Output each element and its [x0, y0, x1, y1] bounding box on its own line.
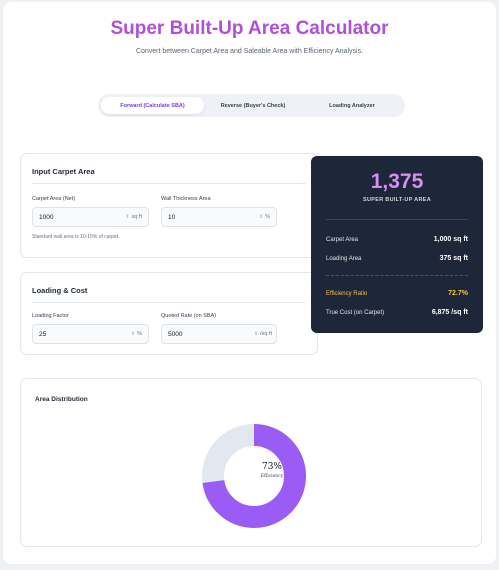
result-panel: 1,375 SUPER BUILT-UP AREA Carpet Area 1,… [311, 156, 483, 333]
calculator-page: Super Built-Up Area Calculator Convert b… [3, 2, 496, 564]
loading-factor-input[interactable]: 25 ⇕ % [32, 324, 149, 344]
page-title: Super Built-Up Area Calculator [110, 18, 389, 39]
carpet-area-input[interactable]: 1000 ⇕ sq ft [32, 207, 149, 227]
donut-center: 73% Efficiency [220, 462, 324, 479]
carpet-area-value: 1000 [39, 213, 54, 221]
row-key: Carpet Area [326, 236, 359, 243]
distribution-title: Area Distribution [35, 396, 88, 403]
tab-loading-analyzer[interactable]: Loading Analyzer [329, 102, 375, 109]
page-subtitle: Convert between Carpet Area and Saleable… [135, 48, 364, 55]
efficiency-row: Efficiency Ratio 72.7% [326, 290, 468, 297]
loading-area-row: Loading Area 375 sq ft [326, 255, 468, 262]
dashed-divider [326, 275, 468, 276]
quoted-rate-value: 5000 [168, 330, 183, 338]
donut-label: Efficiency [260, 474, 284, 479]
donut-percent: 73% [261, 462, 282, 472]
quoted-rate-unit: /sq ft [260, 331, 272, 337]
row-key: Efficiency Ratio [326, 290, 368, 297]
carpet-area-unit: sq ft [131, 214, 142, 220]
stepper-icon[interactable]: ⇕ [253, 331, 259, 337]
tab-reverse[interactable]: Reverse (Buyer's Check) [220, 102, 286, 109]
wall-thickness-value: 10 [168, 213, 176, 221]
quoted-rate-input[interactable]: 5000 ⇕ /sq ft [161, 324, 277, 344]
loading-factor-unit: % [137, 331, 142, 337]
row-key: True Cost (on Carpet) [326, 309, 385, 316]
donut-efficiency-arc [202, 424, 306, 528]
carpet-area-card: Input Carpet Area Carpet Area (Net) 1000… [20, 153, 318, 258]
mode-tabs: Forward (Calculate SBA) Reverse (Buyer's… [98, 94, 405, 117]
row-key: Loading Area [326, 255, 362, 262]
sba-label: SUPER BUILT-UP AREA [363, 197, 431, 203]
true-cost-row: True Cost (on Carpet) 6,875 /sq ft [326, 309, 468, 316]
wall-area-hint: Standard wall area is 10-15% of carpet. [32, 234, 120, 240]
loading-factor-value: 25 [39, 330, 47, 338]
carpet-card-title: Input Carpet Area [32, 167, 95, 176]
stepper-icon[interactable]: ⇕ [258, 214, 264, 220]
row-value: 72.7% [448, 290, 468, 297]
stepper-icon[interactable]: ⇕ [125, 214, 130, 220]
carpet-area-label: Carpet Area (Net) [32, 196, 76, 202]
loading-card-title: Loading & Cost [32, 286, 88, 295]
row-value: 375 sq ft [439, 255, 468, 262]
divider [32, 183, 306, 184]
row-value: 6,875 /sq ft [431, 309, 468, 316]
wall-thickness-label: Wall Thickness Area [161, 196, 211, 202]
stepper-icon[interactable]: ⇕ [130, 331, 136, 337]
loading-cost-card: Loading & Cost Loading Factor 25 ⇕ % Quo… [20, 272, 318, 355]
efficiency-donut-chart [202, 424, 306, 528]
area-distribution-card: Area Distribution 73% Efficiency [20, 378, 482, 547]
wall-thickness-unit: % [265, 214, 270, 220]
loading-factor-label: Loading Factor [32, 313, 69, 319]
sba-value: 1,375 [370, 170, 424, 193]
divider [32, 302, 306, 303]
quoted-rate-label: Quoted Rate (on SBA) [161, 313, 217, 319]
divider [326, 219, 468, 220]
tab-forward[interactable]: Forward (Calculate SBA) [101, 97, 204, 114]
row-value: 1,000 sq ft [433, 236, 468, 243]
wall-thickness-input[interactable]: 10 ⇕ % [161, 207, 277, 227]
carpet-area-row: Carpet Area 1,000 sq ft [326, 236, 468, 243]
